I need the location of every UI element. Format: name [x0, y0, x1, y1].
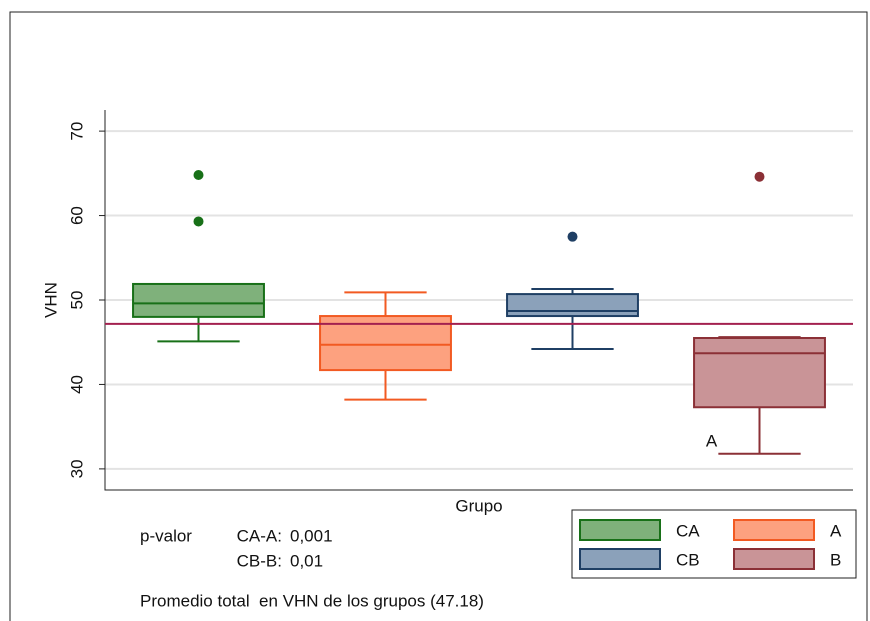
outlier	[754, 171, 765, 182]
legend-swatch	[733, 519, 815, 541]
note: 0,01	[290, 551, 323, 570]
legend-swatch	[579, 519, 661, 541]
legend-label: CA	[676, 521, 700, 540]
legend-swatch	[733, 548, 815, 570]
box	[506, 293, 639, 318]
outer-frame	[9, 11, 868, 621]
y-tick-label: 40	[67, 375, 86, 394]
axes	[104, 110, 853, 491]
note: 0,001	[290, 526, 333, 545]
legend-label: B	[830, 550, 841, 569]
x-axis-label: Grupo	[455, 496, 502, 515]
y-tick-label: 60	[67, 206, 86, 225]
y-tick-label: 50	[67, 291, 86, 310]
note: CB-B:	[237, 551, 282, 570]
box	[693, 337, 826, 409]
y-axis-label: VHN	[41, 282, 60, 318]
y-tick-label: 30	[67, 459, 86, 478]
y-tick-label: 70	[67, 122, 86, 141]
legend-swatch	[579, 548, 661, 570]
outlier	[567, 231, 578, 242]
outlier	[193, 170, 204, 181]
box	[132, 282, 265, 318]
box	[319, 315, 452, 372]
note: CA-A:	[237, 526, 282, 545]
outlier	[193, 216, 204, 227]
note: p-valor	[140, 526, 192, 545]
legend-label: A	[830, 521, 842, 540]
annotation: A	[706, 431, 718, 450]
note: Promedio total en VHN de los grupos (47.…	[140, 591, 484, 610]
legend-label: CB	[676, 550, 700, 569]
